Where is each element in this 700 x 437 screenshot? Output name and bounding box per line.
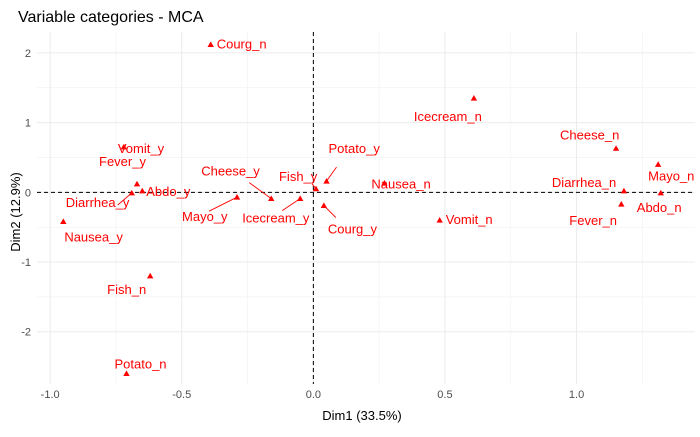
point-marker bbox=[612, 145, 620, 151]
point-label: Diarrhea_n bbox=[552, 175, 616, 190]
point-label: Mayo_y bbox=[182, 209, 228, 224]
label-leader-line bbox=[208, 196, 238, 212]
point-label: Nausea_y bbox=[64, 230, 123, 245]
x-tick-label: 0.0 bbox=[306, 389, 321, 401]
point-label: Fish_n bbox=[107, 282, 146, 297]
axis-ticks: -1.0 -0.5 0.0 0.5 1.0 -2 -1 0 1 2 bbox=[21, 48, 584, 401]
y-tick-label: -1 bbox=[21, 257, 31, 269]
point-label: Mayo_n bbox=[648, 168, 694, 183]
y-axis-title: Dim2 (12.9%) bbox=[8, 172, 23, 251]
point-label: Icecream_n bbox=[414, 109, 482, 124]
point-label: Abdo_y bbox=[146, 184, 191, 199]
point-label: Cheese_n bbox=[560, 127, 619, 142]
point-marker bbox=[207, 41, 214, 47]
point-marker bbox=[654, 161, 662, 167]
point-label: Diarrhea_y bbox=[66, 195, 130, 210]
point-labels: Courg_n Icecream_n Vomit_y Cheese_n Fever_y M… bbox=[64, 37, 694, 372]
reference-lines bbox=[37, 32, 695, 384]
data-points bbox=[60, 41, 664, 376]
label-leader-line bbox=[281, 198, 301, 211]
point-marker bbox=[60, 218, 67, 224]
point-marker bbox=[133, 180, 141, 187]
y-tick-label: -2 bbox=[21, 327, 31, 339]
point-label: Fever_y bbox=[99, 154, 146, 169]
point-marker bbox=[123, 370, 130, 376]
point-marker bbox=[657, 189, 664, 196]
label-leader-line bbox=[311, 183, 317, 190]
point-marker bbox=[436, 216, 443, 223]
point-label: Courg_y bbox=[328, 222, 378, 237]
grid bbox=[37, 32, 695, 384]
point-label: Abdo_n bbox=[637, 200, 682, 215]
point-marker bbox=[146, 272, 154, 279]
point-marker bbox=[470, 95, 478, 101]
x-tick-label: 0.5 bbox=[437, 389, 452, 401]
point-label: Potato_n bbox=[114, 357, 166, 372]
point-label: Fish_y bbox=[279, 169, 318, 184]
point-marker bbox=[618, 200, 625, 207]
point-marker bbox=[620, 187, 628, 194]
point-label: Potato_y bbox=[329, 141, 381, 156]
point-marker bbox=[381, 180, 388, 186]
y-tick-label: 0 bbox=[25, 187, 31, 199]
x-tick-label: -0.5 bbox=[172, 389, 191, 401]
label-leader-line bbox=[323, 205, 337, 218]
x-tick-label: 1.0 bbox=[569, 389, 584, 401]
point-label: Fever_n bbox=[569, 213, 617, 228]
point-marker bbox=[139, 187, 146, 194]
point-label: Cheese_y bbox=[201, 164, 260, 179]
y-tick-label: 2 bbox=[25, 48, 31, 60]
label-leader-line bbox=[248, 182, 272, 199]
point-label: Nausea_n bbox=[371, 176, 430, 191]
point-label: Courg_n bbox=[217, 37, 267, 52]
label-leader-line bbox=[326, 166, 337, 182]
point-marker bbox=[120, 143, 128, 150]
point-label: Vomit_n bbox=[446, 212, 493, 227]
x-tick-label: -1.0 bbox=[41, 389, 60, 401]
label-leader-line bbox=[117, 192, 133, 206]
chart-title: Variable categories - MCA bbox=[18, 9, 204, 26]
y-tick-label: 1 bbox=[25, 118, 31, 130]
x-axis-title: Dim1 (33.5%) bbox=[322, 408, 401, 423]
point-marker bbox=[320, 202, 328, 208]
point-label: Icecream_y bbox=[242, 211, 310, 226]
point-label: Vomit_y bbox=[118, 141, 165, 156]
